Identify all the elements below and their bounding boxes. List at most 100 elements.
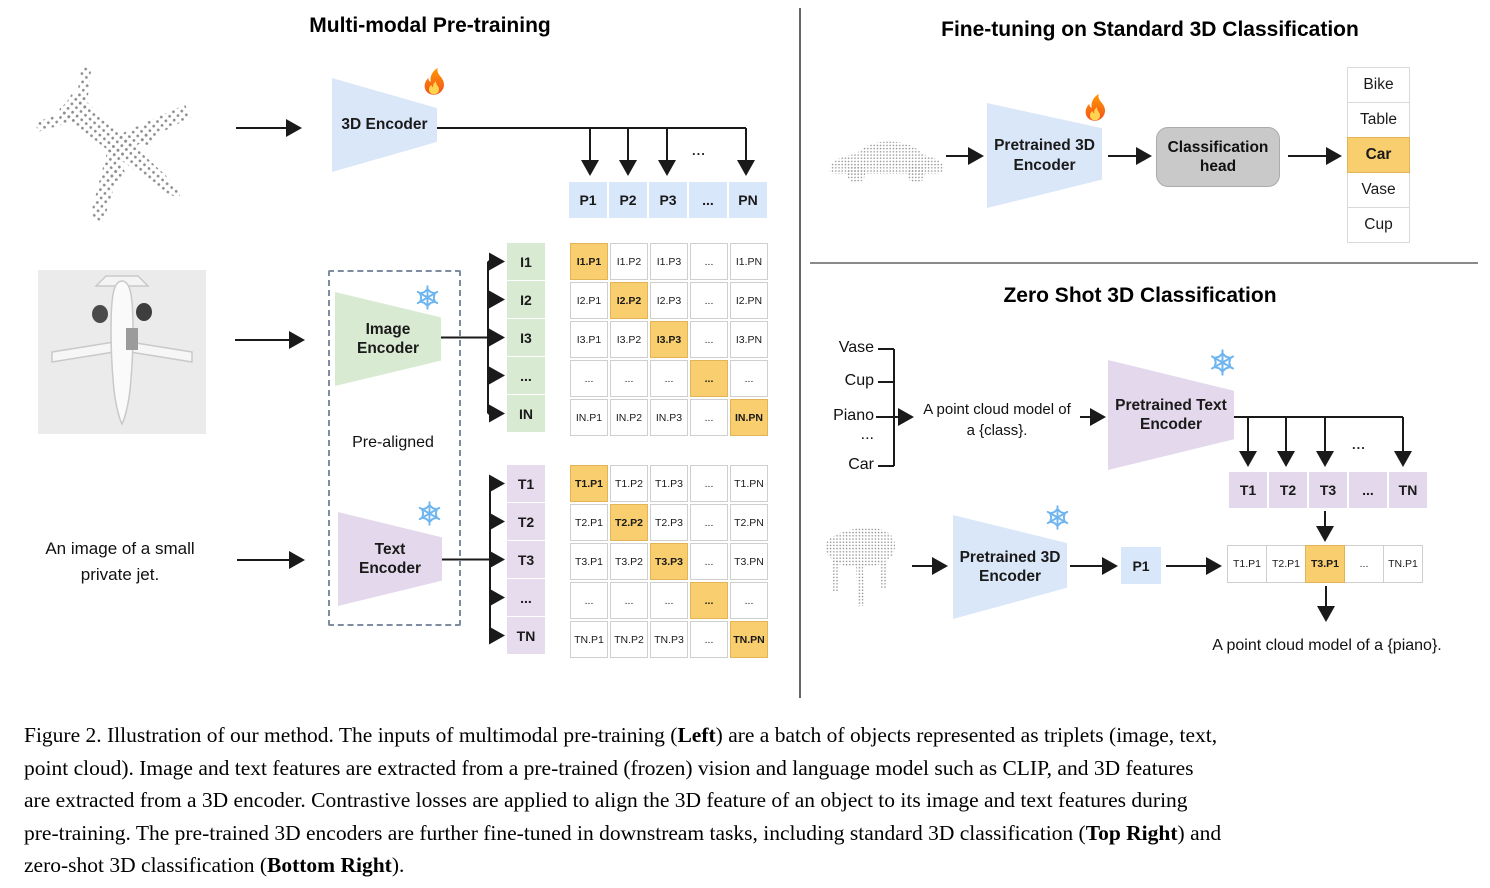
matrix-row: I1.P1 I1.P2 I1.P3... I1.PN (570, 243, 768, 280)
p-feature-cell: P1 (569, 182, 607, 218)
matrix-cell: T2.P1 (570, 504, 608, 541)
class-cell: Car (1347, 137, 1410, 173)
p1-feature-cell: P1 (1121, 547, 1161, 584)
matrix-cell: I2.PN (730, 282, 768, 319)
matrix-cell: ... (730, 360, 768, 397)
matrix-cell: TN.P3 (650, 621, 688, 658)
matrix-cell: IN.P3 (650, 399, 688, 436)
image-point-similarity-matrix: I1.P1 I1.P2 I1.P3... I1.PN I2.P1 I2.P2 I2.P3..… (570, 243, 768, 436)
matrix-cell: IN.P1 (570, 399, 608, 436)
matrix-cell: ... (570, 360, 608, 397)
similarity-cell: ... (1344, 545, 1384, 583)
ellipsis-label: ... (1352, 437, 1366, 452)
matrix-cell: IN.P2 (610, 399, 648, 436)
matrix-cell: I3.PN (730, 321, 768, 358)
matrix-cell: I2.P3 (650, 282, 688, 319)
similarity-cell: TN.P1 (1383, 545, 1423, 583)
matrix-cell: ... (690, 243, 728, 280)
image-encoder-label: Image Encoder (356, 320, 419, 357)
matrix-cell: I1.P1 (570, 243, 608, 280)
pretrained-3d-encoder-zs-label: Pretrained 3D Encoder (959, 548, 1061, 585)
text-label-cell: T1 (507, 465, 545, 502)
matrix-row: ............... (570, 582, 768, 619)
matrix-cell: ... (690, 504, 728, 541)
text-label-cell: ... (507, 579, 545, 616)
matrix-cell: I3.P2 (610, 321, 648, 358)
fire-icon (1080, 92, 1110, 122)
matrix-row: T1.P1 T1.P2 T1.P3... T1.PN (570, 465, 768, 502)
encoder-3d-label: 3D Encoder (341, 116, 428, 134)
matrix-cell: T3.PN (730, 543, 768, 580)
classification-head-block: Classification head (1156, 127, 1280, 187)
matrix-cell: TN.P2 (610, 621, 648, 658)
t-feature-cell: T1 (1229, 472, 1267, 508)
snowflake-icon (1208, 348, 1237, 377)
top-right-panel-title: Fine-tuning on Standard 3D Classificatio… (941, 18, 1359, 41)
matrix-cell: T1.P3 (650, 465, 688, 502)
car-point-cloud (829, 141, 945, 183)
jet-rendered-image (38, 270, 206, 434)
matrix-cell: I3.P1 (570, 321, 608, 358)
figure-caption: Figure 2. Illustration of our method. Th… (24, 719, 1476, 882)
text-feature-row: T1 T2 T3... TN (1229, 472, 1427, 508)
matrix-cell: ... (650, 582, 688, 619)
classification-head-label: Classification head (1167, 138, 1269, 175)
left-panel-title: Multi-modal Pre-training (309, 14, 551, 37)
matrix-row: TN.P1 TN.P2 TN.P3... TN.PN (570, 621, 768, 658)
caption-line: point cloud). Image and text features ar… (24, 755, 1194, 780)
matrix-cell: I1.P3 (650, 243, 688, 280)
pre-aligned-box (328, 270, 461, 626)
ellipsis-label: ... (692, 143, 706, 158)
class-word: Car (848, 456, 874, 473)
matrix-cell: ... (570, 582, 608, 619)
matrix-cell: ... (690, 621, 728, 658)
pretrained-3d-encoder-label: Pretrained 3D Encoder (994, 137, 1095, 174)
class-cell: Bike (1347, 67, 1410, 103)
matrix-cell: I1.PN (730, 243, 768, 280)
class-cell: Table (1347, 102, 1410, 138)
matrix-cell: T3.P1 (570, 543, 608, 580)
image-label-cell: IN (507, 395, 545, 432)
matrix-cell: I1.P2 (610, 243, 648, 280)
class-word: Cup (844, 372, 874, 389)
snowflake-icon (1044, 504, 1071, 531)
caption-line: zero-shot 3D classification (Bottom Righ… (24, 853, 405, 877)
snowflake-icon (416, 500, 443, 527)
matrix-cell: T2.P3 (650, 504, 688, 541)
text-label-cell: T3 (507, 541, 545, 578)
image-feature-labels: I1 I2 I3... IN (507, 243, 545, 432)
matrix-cell: IN.PN (730, 399, 768, 436)
prompt-template-text: A point cloud model of a {class}. (923, 401, 1071, 439)
text-label-cell: TN (507, 617, 545, 654)
matrix-cell: T2.P2 (610, 504, 648, 541)
matrix-row: ............... (570, 360, 768, 397)
p-feature-cell: P2 (609, 182, 647, 218)
caption-line: Figure 2. Illustration of our method. Th… (24, 723, 1218, 747)
text-label-cell: T2 (507, 503, 545, 540)
image-label-cell: I2 (507, 281, 545, 318)
zero-shot-result-text: A point cloud model of a {piano}. (1212, 637, 1442, 654)
class-word: Piano (833, 407, 874, 424)
t-feature-cell: TN (1389, 472, 1427, 508)
similarity-cell: T1.P1 (1227, 545, 1267, 583)
image-label-cell: I1 (507, 243, 545, 280)
matrix-cell: ... (650, 360, 688, 397)
p-feature-row: P1 P2 P3... PN (569, 182, 767, 218)
t-feature-cell: ... (1349, 472, 1387, 508)
similarity-cell: T3.P1 (1305, 545, 1345, 583)
matrix-cell: ... (690, 399, 728, 436)
matrix-cell: T1.P2 (610, 465, 648, 502)
t-feature-cell: T3 (1309, 472, 1347, 508)
bottom-right-panel-title: Zero Shot 3D Classification (1003, 284, 1277, 307)
text-encoder-label: Text Encoder (358, 540, 421, 577)
text-point-similarity-matrix: T1.P1 T1.P2 T1.P3... T1.PN T2.P1 T2.P2 T2.P3..… (570, 465, 768, 658)
caption-line: pre-training. The pre-trained 3D encoder… (24, 820, 1222, 845)
pre-aligned-label: Pre-aligned (352, 434, 434, 451)
image-label-cell: ... (507, 357, 545, 394)
caption-line: are extracted from a 3D encoder. Contras… (24, 788, 1188, 812)
matrix-row: T2.P1 T2.P2 T2.P3... T2.PN (570, 504, 768, 541)
similarity-cell: T2.P1 (1266, 545, 1306, 583)
class-cell: Vase (1347, 172, 1410, 208)
airplane-point-cloud (34, 66, 192, 222)
